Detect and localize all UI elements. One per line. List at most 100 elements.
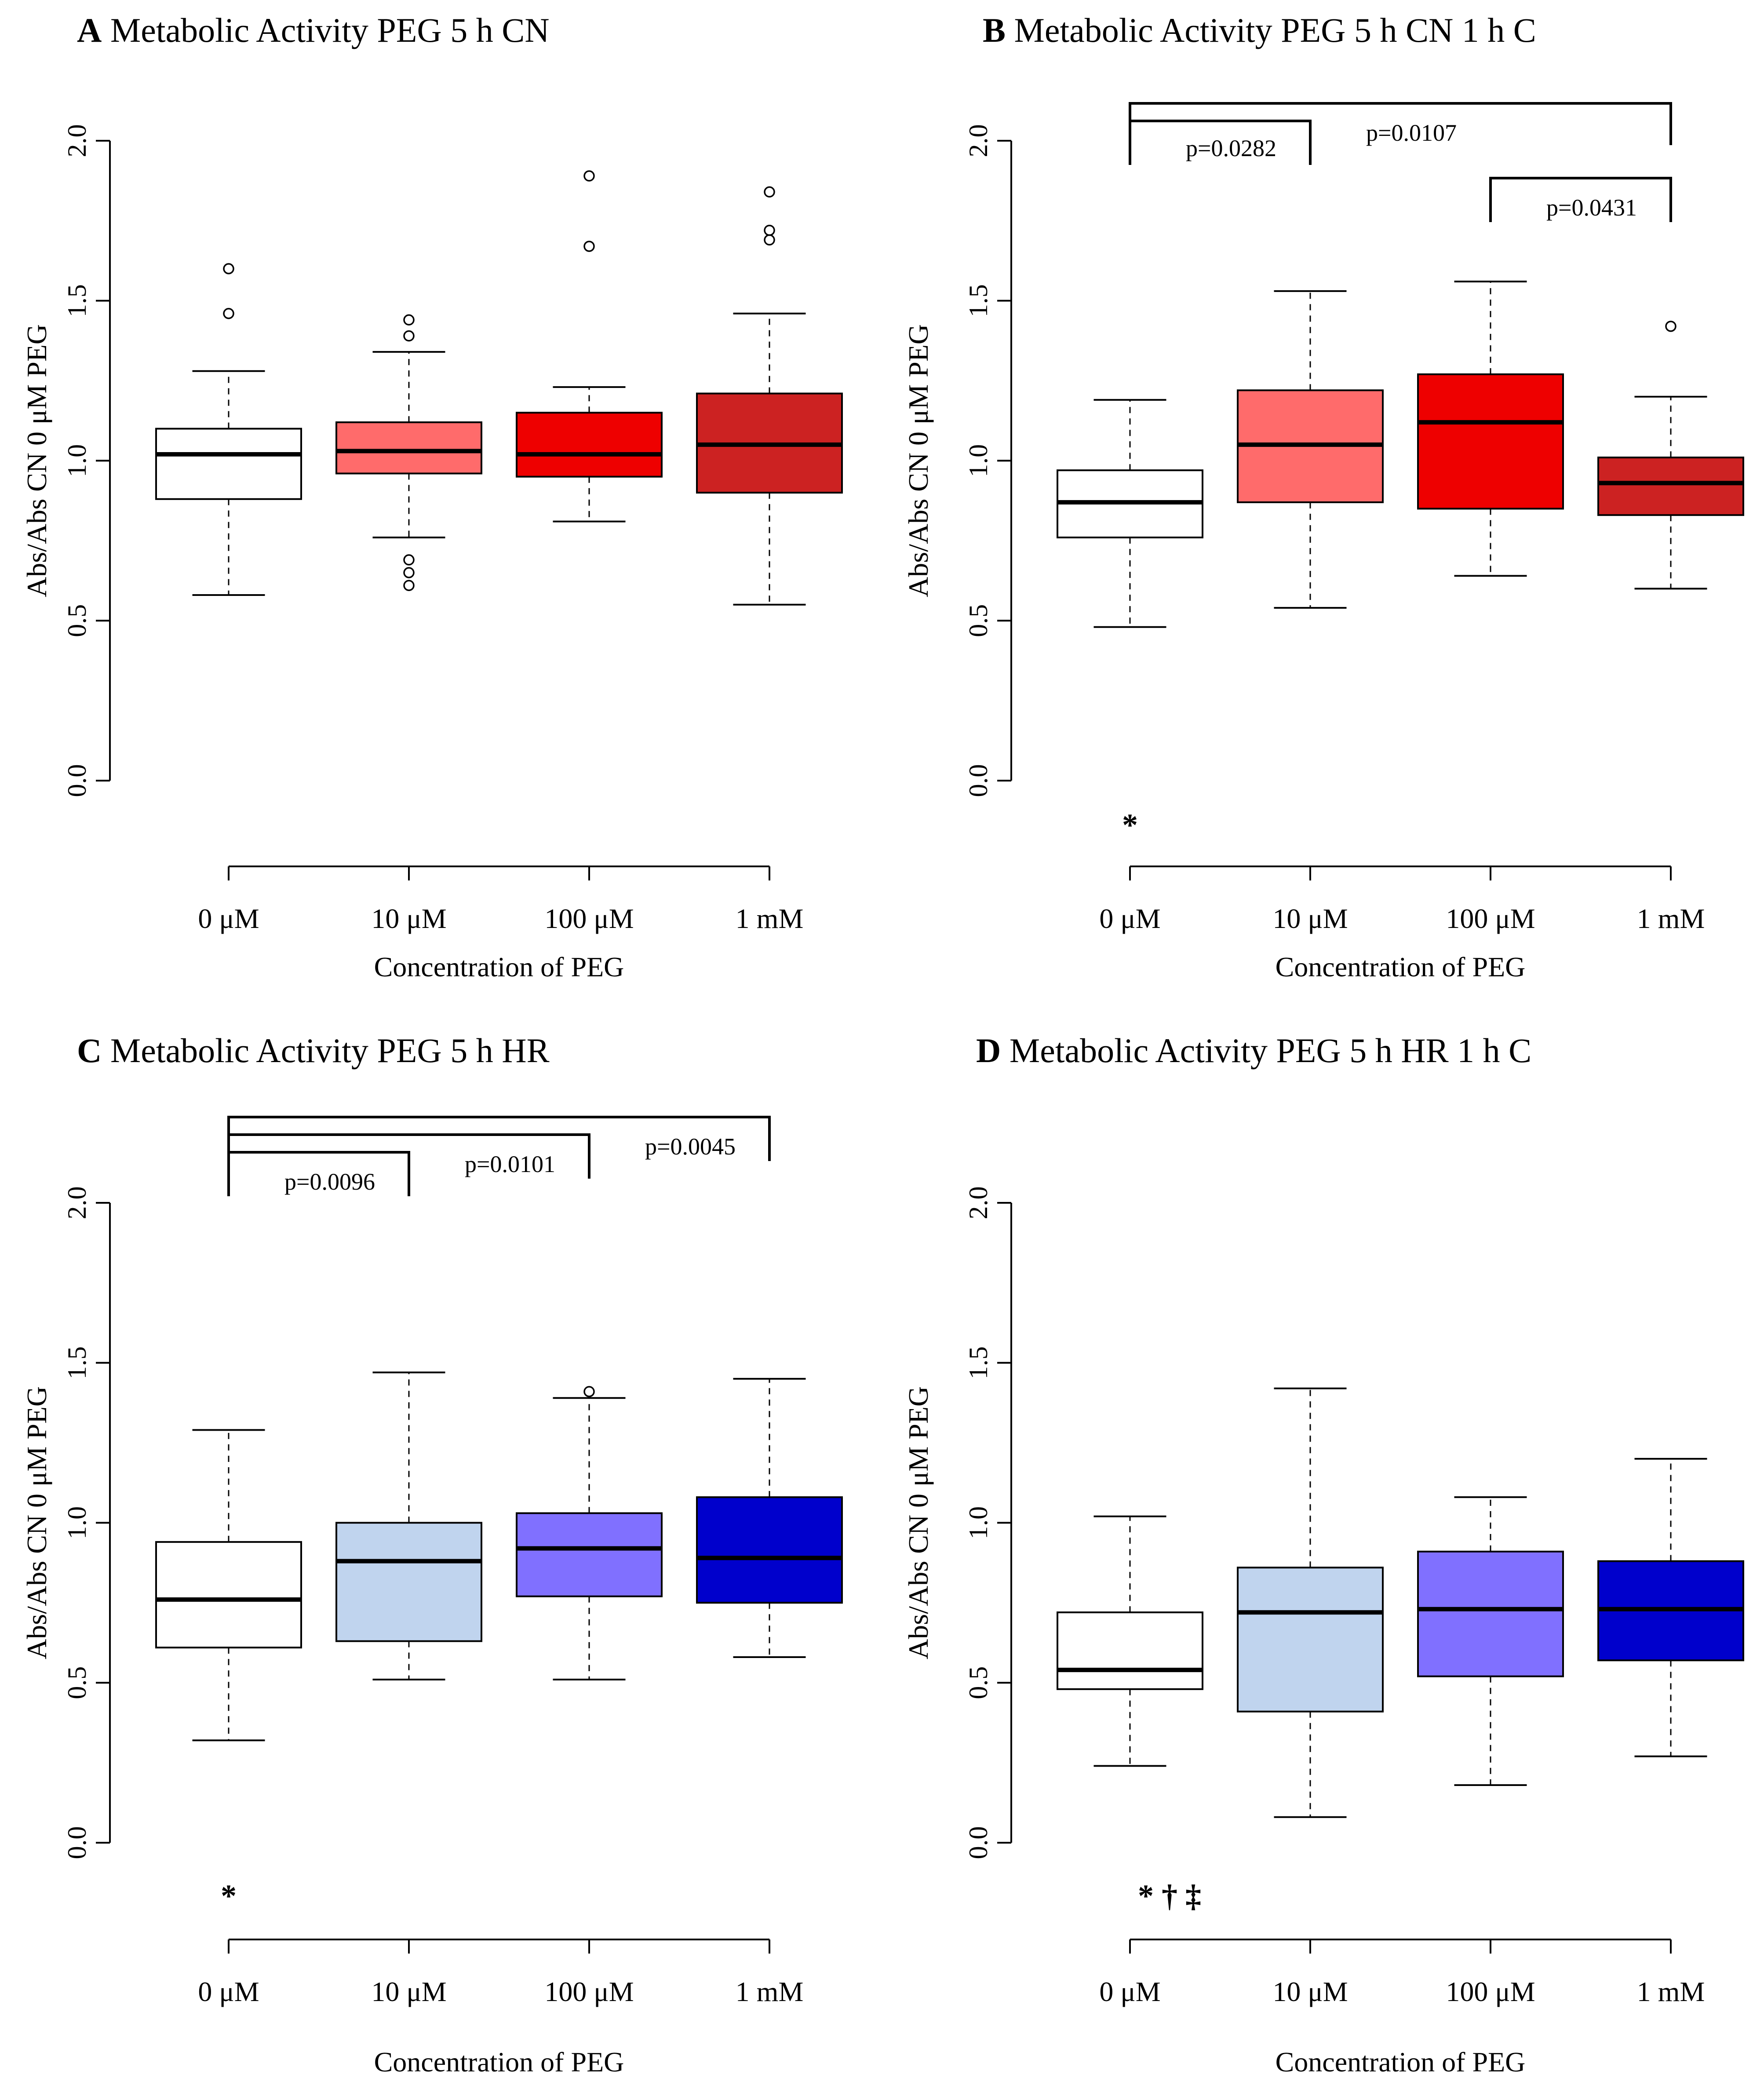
panel-letter: C	[77, 1031, 102, 1070]
y-tick-label: 0.5	[62, 604, 91, 637]
outlier-point	[583, 241, 595, 252]
box-3	[1597, 1458, 1744, 1757]
box-0	[155, 1429, 302, 1742]
box-2	[1417, 281, 1564, 577]
box-3	[1597, 321, 1744, 590]
x-axis-label: Concentration of PEG	[374, 951, 624, 982]
x-axis-label: Concentration of PEG	[1276, 951, 1526, 982]
box-iqr	[516, 412, 663, 478]
y-tick-label: 1.5	[964, 1346, 993, 1379]
box-2	[516, 1386, 663, 1680]
box-3	[696, 1378, 843, 1658]
x-tick-label: 1 mM	[1637, 903, 1705, 934]
panel-c: C Metabolic Activity PEG 5 h HR 0.0 0.5 1.0…	[21, 1031, 843, 2078]
x-tick-label: 10 μM	[371, 1976, 446, 2007]
bracket-line	[1489, 177, 1672, 222]
y-axis-label: Abs/Abs CN 0 μM PEG	[903, 1386, 934, 1659]
panel-b: B Metabolic Activity PEG 5 h CN 1 h C 0.0…	[903, 11, 1744, 982]
y-tick-label: 1.5	[964, 284, 993, 317]
bracket-line	[1129, 120, 1312, 165]
y-tick-label: 0.5	[62, 1666, 91, 1699]
outlier-point	[583, 1386, 595, 1397]
outlier-point	[764, 234, 775, 246]
y-tick-label: 0.5	[964, 604, 993, 637]
outlier-point	[764, 186, 775, 198]
x-tick-label: 0 μM	[198, 1976, 259, 2007]
p-value-label: p=0.0107	[1366, 120, 1457, 146]
panel-a: A Metabolic Activity PEG 5 h CN 0.0 0.5 1.0…	[21, 11, 843, 982]
panel-d: D Metabolic Activity PEG 5 h HR 1 h C 0.0…	[903, 1031, 1744, 2078]
outlier-point	[764, 224, 775, 236]
y-tick-label: 1.0	[62, 1506, 91, 1539]
box-2	[516, 170, 663, 522]
x-tick-label: 100 μM	[1446, 1976, 1535, 2007]
p-value-label: p=0.0101	[465, 1151, 555, 1177]
y-axis-label: Abs/Abs CN 0 μM PEG	[903, 324, 934, 597]
x-tick-label: 100 μM	[544, 1976, 634, 2007]
box-iqr	[1417, 373, 1564, 510]
box-iqr	[1057, 1611, 1203, 1690]
outlier-point	[403, 567, 415, 578]
y-tick-label: 1.0	[964, 1506, 993, 1539]
x-axis-label: Concentration of PEG	[1276, 2046, 1526, 2078]
x-tick-label: 100 μM	[544, 903, 634, 934]
box-iqr	[155, 427, 302, 500]
box-1	[335, 1371, 482, 1680]
y-tick-label: 0.0	[62, 1826, 91, 1859]
p-value-label: p=0.0431	[1546, 194, 1637, 221]
box-iqr	[335, 421, 482, 475]
box-iqr	[696, 1496, 843, 1604]
x-tick-label: 1 mM	[736, 1976, 804, 2007]
panel-letter: D	[976, 1031, 1001, 1070]
x-tick-label: 10 μM	[371, 903, 446, 934]
p-value-label: p=0.0045	[645, 1133, 736, 1160]
box-3	[696, 186, 843, 606]
y-tick-label: 1.0	[964, 444, 993, 477]
y-tick-label: 0.0	[62, 764, 91, 797]
panel-title-text: Metabolic Activity PEG 5 h HR 1 h C	[1001, 1031, 1531, 1070]
y-tick-label: 0.0	[964, 1826, 993, 1859]
x-tick-label: 100 μM	[1446, 903, 1535, 934]
x-tick-label: 10 μM	[1272, 903, 1348, 934]
x-tick-label: 0 μM	[198, 903, 259, 934]
box-iqr	[1417, 1550, 1564, 1677]
panel-title: B Metabolic Activity PEG 5 h CN 1 h C	[983, 11, 1536, 49]
outlier-point	[583, 170, 595, 182]
y-tick-label: 1.5	[62, 1346, 91, 1379]
significance-marker: *	[1122, 807, 1138, 843]
x-tick-label: 10 μM	[1272, 1976, 1348, 2007]
x-tick-label: 0 μM	[1099, 903, 1160, 934]
y-tick-label: 0.5	[964, 1666, 993, 1699]
panel-title: D Metabolic Activity PEG 5 h HR 1 h C	[976, 1031, 1531, 1070]
box-1	[335, 314, 482, 591]
y-tick-label: 2.0	[62, 124, 91, 157]
outlier-point	[403, 580, 415, 591]
x-tick-label: 0 μM	[1099, 1976, 1160, 2007]
y-tick-label: 2.0	[964, 124, 993, 157]
x-tick-label: 1 mM	[1637, 1976, 1705, 2007]
panel-title-text: Metabolic Activity PEG 5 h CN	[102, 11, 549, 49]
outlier-point	[1665, 321, 1677, 332]
box-1	[1237, 1387, 1384, 1818]
panel-letter: A	[77, 11, 102, 49]
y-tick-label: 1.5	[62, 284, 91, 317]
panel-title: C Metabolic Activity PEG 5 h HR	[77, 1031, 550, 1070]
p-value-label: p=0.0096	[284, 1169, 375, 1195]
y-tick-label: 1.0	[62, 444, 91, 477]
panel-letter: B	[983, 11, 1006, 49]
panel-title: A Metabolic Activity PEG 5 h CN	[77, 11, 550, 49]
box-iqr	[155, 1541, 302, 1649]
bracket-line	[227, 1151, 410, 1196]
box-iqr	[516, 1512, 663, 1597]
box-2	[1417, 1496, 1564, 1786]
box-0	[1057, 1515, 1203, 1767]
x-axis-label: Concentration of PEG	[374, 2046, 624, 2078]
y-axis-label: Abs/Abs CN 0 μM PEG	[21, 1386, 52, 1659]
y-tick-label: 2.0	[964, 1187, 993, 1220]
panel-title-text: Metabolic Activity PEG 5 h CN 1 h C	[1006, 11, 1536, 49]
box-1	[1237, 290, 1384, 609]
box-iqr	[1237, 1567, 1384, 1713]
box-iqr	[335, 1522, 482, 1642]
y-axis-label: Abs/Abs CN 0 μM PEG	[21, 324, 52, 597]
